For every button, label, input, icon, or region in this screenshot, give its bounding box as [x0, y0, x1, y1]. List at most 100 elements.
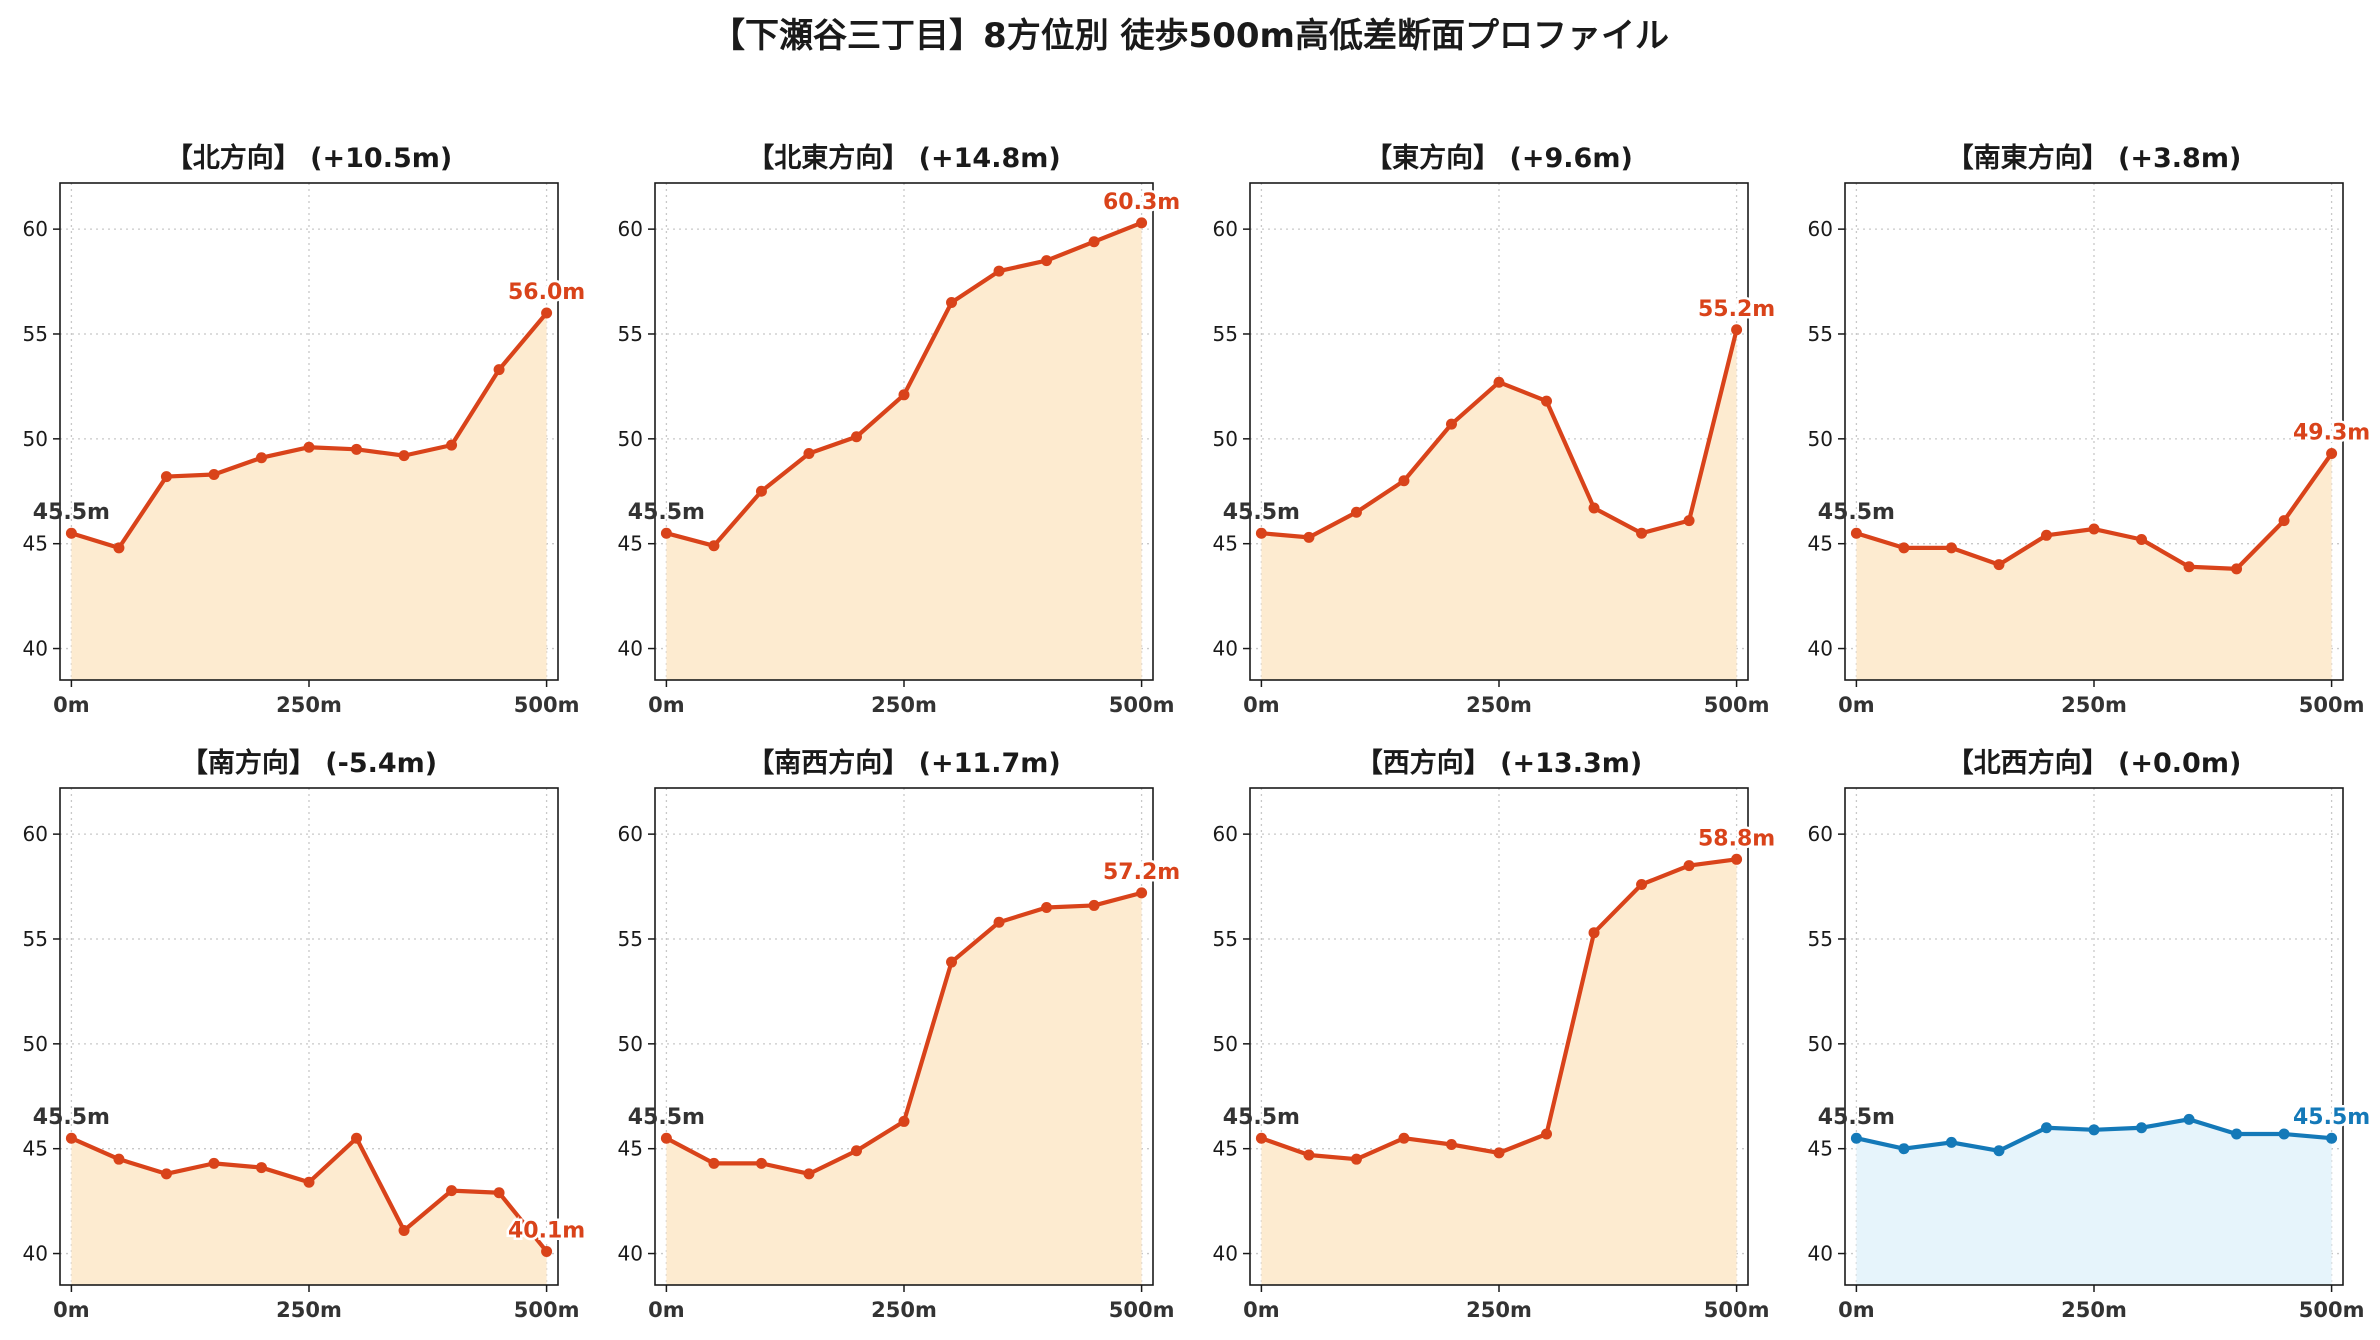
y-tick-label: 45 — [618, 1137, 643, 1161]
data-point — [1255, 527, 1267, 539]
data-point — [1945, 542, 1957, 554]
data-point — [255, 452, 267, 464]
data-point — [1588, 502, 1600, 514]
y-tick-label: 60 — [1808, 822, 1833, 846]
y-tick-label: 40 — [23, 637, 48, 661]
x-tick-label: 0m — [53, 1298, 90, 1322]
data-point — [898, 1115, 910, 1127]
data-point — [1493, 1147, 1505, 1159]
y-tick-label: 55 — [1213, 927, 1238, 951]
data-point — [1636, 527, 1648, 539]
data-point — [398, 1224, 410, 1236]
data-point — [1993, 1145, 2005, 1157]
area-fill — [1261, 329, 1737, 680]
start-label: 45.5m — [33, 1105, 110, 1130]
y-tick-label: 55 — [618, 322, 643, 346]
data-point — [1945, 1136, 1957, 1148]
y-tick-label: 60 — [23, 822, 48, 846]
start-label: 45.5m — [1223, 500, 1300, 525]
subplot-3: 【南東方向】 (+3.8m) 40 45 50 55 60 0m 250m 500m 45.5m 4… — [1808, 142, 2373, 717]
subplot-4: 【南方向】 (-5.4m) 40 45 50 55 60 0m 250m 500m 45.5m 40… — [23, 747, 588, 1322]
data-point — [1541, 395, 1553, 407]
subplot-title: 【東方向】 (+9.6m) — [1365, 142, 1633, 174]
x-tick-label: 500m — [1109, 693, 1175, 717]
y-tick-label: 55 — [1808, 322, 1833, 346]
data-point — [803, 448, 815, 460]
start-label: 45.5m — [1818, 1105, 1895, 1130]
y-tick-label: 40 — [23, 1242, 48, 1266]
data-point — [1041, 255, 1053, 267]
y-tick-label: 60 — [1808, 217, 1833, 241]
end-label: 49.3m — [2293, 421, 2370, 446]
y-tick-label: 55 — [1808, 927, 1833, 951]
data-point — [1588, 927, 1600, 939]
data-point — [1850, 1132, 1862, 1144]
y-tick-label: 60 — [618, 822, 643, 846]
x-tick-label: 250m — [1466, 1298, 1532, 1322]
data-point — [2326, 448, 2338, 460]
subplot-title: 【西方向】 (+13.3m) — [1356, 747, 1642, 779]
x-tick-label: 250m — [871, 693, 937, 717]
y-tick-label: 55 — [618, 927, 643, 951]
data-point — [2088, 1124, 2100, 1136]
data-point — [1255, 1132, 1267, 1144]
x-tick-label: 500m — [1704, 693, 1770, 717]
data-point — [493, 364, 505, 376]
data-point — [2278, 515, 2290, 527]
data-point — [993, 916, 1005, 928]
data-point — [2040, 1122, 2052, 1134]
data-point — [493, 1187, 505, 1199]
data-point — [1350, 1153, 1362, 1165]
x-tick-label: 250m — [2061, 693, 2127, 717]
y-tick-label: 40 — [1213, 637, 1238, 661]
subplot-7: 【北西方向】 (+0.0m) 40 45 50 55 60 0m 250m 500m 45.5m 4… — [1808, 747, 2373, 1322]
x-tick-label: 500m — [514, 1298, 580, 1322]
x-tick-label: 500m — [1704, 1298, 1770, 1322]
x-tick-label: 500m — [2299, 693, 2365, 717]
data-point — [2136, 1122, 2148, 1134]
data-point — [1445, 418, 1457, 430]
area-fill — [1856, 1119, 2332, 1285]
data-point — [65, 1132, 77, 1144]
start-label: 45.5m — [628, 500, 705, 525]
subplot-0: 【北方向】 (+10.5m) 40 45 50 55 60 0m 250m 500m 45.5m 5… — [23, 142, 588, 717]
y-tick-label: 45 — [618, 532, 643, 556]
data-point — [1088, 236, 1100, 248]
data-point — [1493, 376, 1505, 388]
y-tick-label: 50 — [23, 1032, 48, 1056]
data-point — [2278, 1128, 2290, 1140]
data-point — [708, 1157, 720, 1169]
y-tick-label: 60 — [1213, 217, 1238, 241]
subplot-1: 【北東方向】 (+14.8m) 40 45 50 55 60 0m 250m 500m 45.5m… — [618, 142, 1183, 717]
data-point — [1683, 515, 1695, 527]
data-point — [1993, 559, 2005, 571]
data-point — [208, 468, 220, 480]
y-tick-label: 50 — [618, 427, 643, 451]
data-point — [1445, 1138, 1457, 1150]
y-tick-label: 50 — [1808, 427, 1833, 451]
subplot-2: 【東方向】 (+9.6m) 40 45 50 55 60 0m 250m 500m 45.5m 55… — [1213, 142, 1778, 717]
area-fill — [666, 222, 1142, 681]
subplot-title: 【南西方向】 (+11.7m) — [747, 747, 1060, 779]
y-tick-label: 50 — [1213, 427, 1238, 451]
data-point — [1850, 527, 1862, 539]
x-tick-label: 0m — [1838, 693, 1875, 717]
subplot-title: 【南東方向】 (+3.8m) — [1947, 142, 2242, 174]
data-point — [398, 450, 410, 462]
data-point — [946, 297, 958, 309]
y-tick-label: 45 — [1808, 532, 1833, 556]
y-tick-label: 55 — [1213, 322, 1238, 346]
data-point — [1636, 878, 1648, 890]
data-point — [1541, 1128, 1553, 1140]
data-point — [351, 443, 363, 455]
y-tick-label: 50 — [618, 1032, 643, 1056]
y-tick-label: 45 — [23, 532, 48, 556]
data-point — [2136, 533, 2148, 545]
data-point — [1136, 887, 1148, 899]
subplot-title: 【北東方向】 (+14.8m) — [747, 142, 1060, 174]
y-tick-label: 45 — [1213, 532, 1238, 556]
y-tick-label: 50 — [1213, 1032, 1238, 1056]
data-point — [446, 1185, 458, 1197]
data-point — [898, 389, 910, 401]
subplot-6: 【西方向】 (+13.3m) 40 45 50 55 60 0m 250m 500m 45.5m 5… — [1213, 747, 1778, 1322]
